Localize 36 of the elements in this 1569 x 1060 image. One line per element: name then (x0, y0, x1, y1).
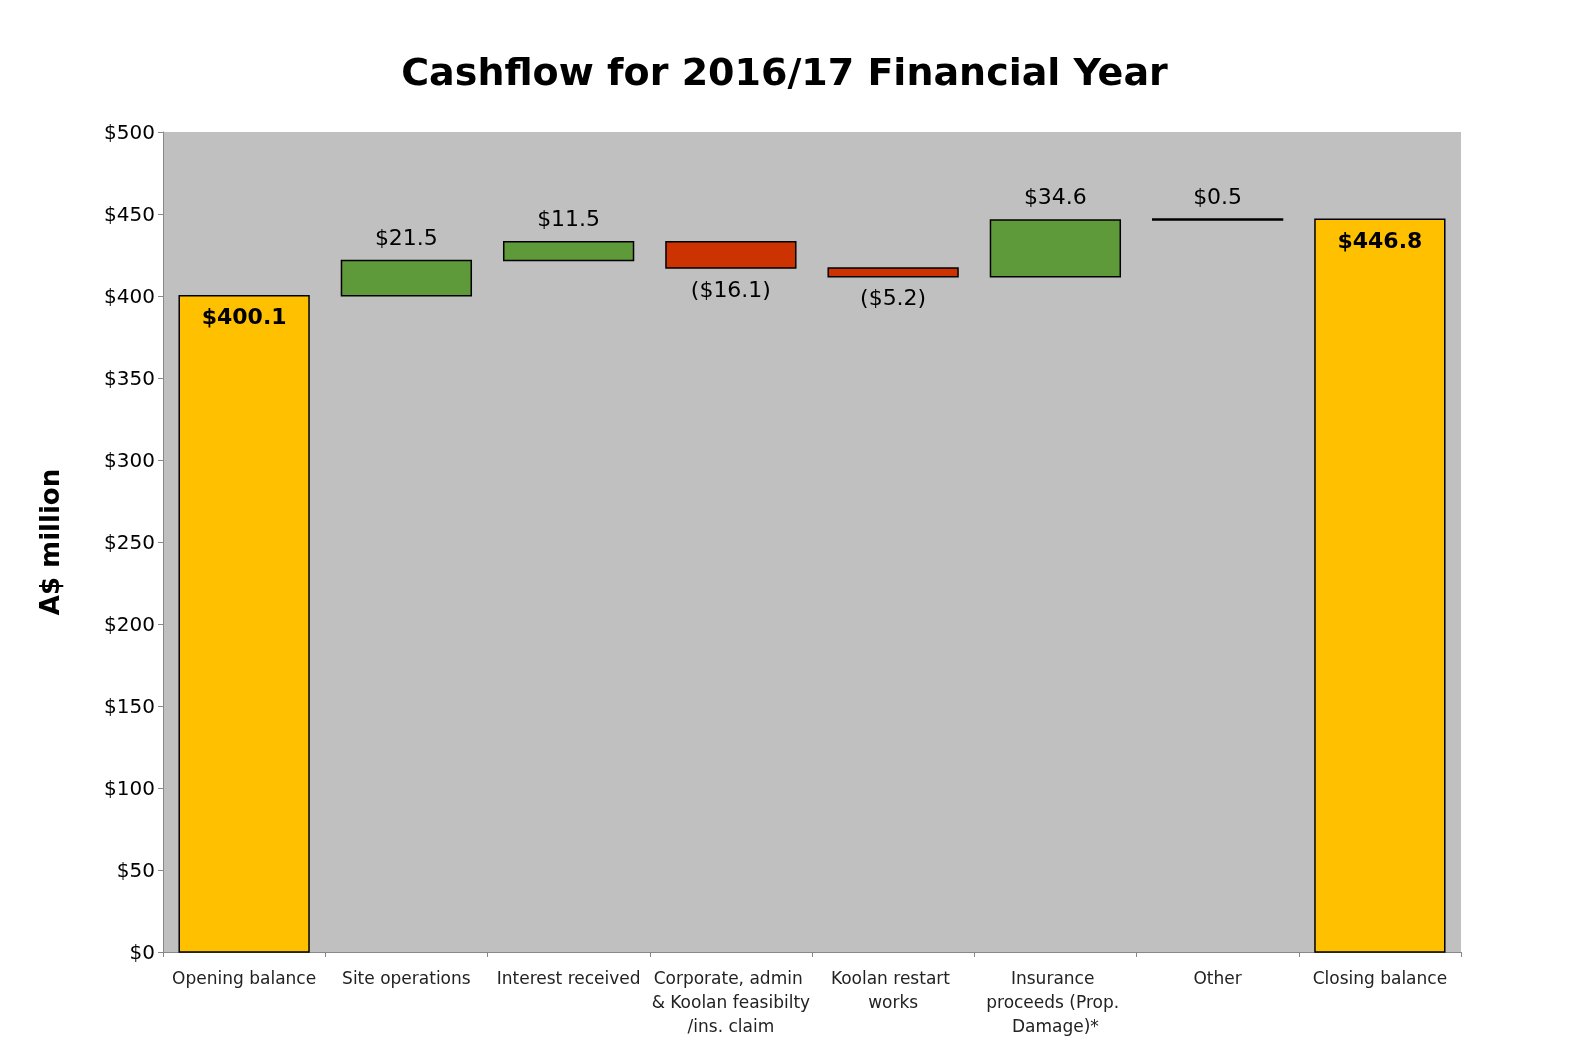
x-tick-label: Interest received (496, 968, 641, 988)
bar (340, 259, 473, 297)
y-tick-label: $500 (104, 120, 155, 144)
bar (665, 240, 797, 269)
data-label: $11.5 (537, 206, 601, 232)
bar (827, 267, 959, 278)
y-tick-label: $350 (104, 366, 155, 390)
y-tick-label: $250 (104, 530, 155, 554)
y-axis-title: A$ million (35, 468, 65, 616)
data-label: $446.8 (1337, 227, 1423, 253)
y-tick-label: $400 (104, 284, 155, 308)
x-tick-label: Opening balance (172, 968, 317, 988)
chart-title: Cashflow for 2016/17 Financial Year (401, 50, 1169, 94)
bar (502, 240, 635, 262)
x-tick-label: Insurance proceeds (Prop. Damage)* (986, 968, 1125, 1036)
data-label: $21.5 (374, 225, 438, 251)
data-label: ($5.2) (860, 285, 927, 311)
x-tick-label: Other (1193, 968, 1242, 988)
y-tick-label: $100 (104, 776, 155, 800)
y-tick-label: $300 (104, 448, 155, 472)
y-tick-label: $450 (104, 202, 155, 226)
y-tick-label: $0 (129, 940, 155, 964)
data-label: $34.6 (1023, 184, 1087, 210)
y-tick-label: $200 (104, 612, 155, 636)
data-label: $0.5 (1193, 183, 1243, 209)
data-label: $400.1 (201, 304, 287, 330)
x-tick-label: Koolan restart works (830, 968, 956, 1012)
bar (989, 219, 1122, 278)
bar (178, 295, 310, 953)
y-tick-label: $150 (104, 694, 155, 718)
x-tick-label: Site operations (342, 968, 471, 988)
x-tick-label: Corporate, admin & Koolan feasibilty/ins. claim (651, 968, 811, 1036)
x-tick-label: Closing balance (1312, 968, 1448, 988)
data-label: ($16.1) (690, 276, 771, 302)
bar (1314, 218, 1446, 953)
y-tick-label: $50 (116, 858, 155, 882)
